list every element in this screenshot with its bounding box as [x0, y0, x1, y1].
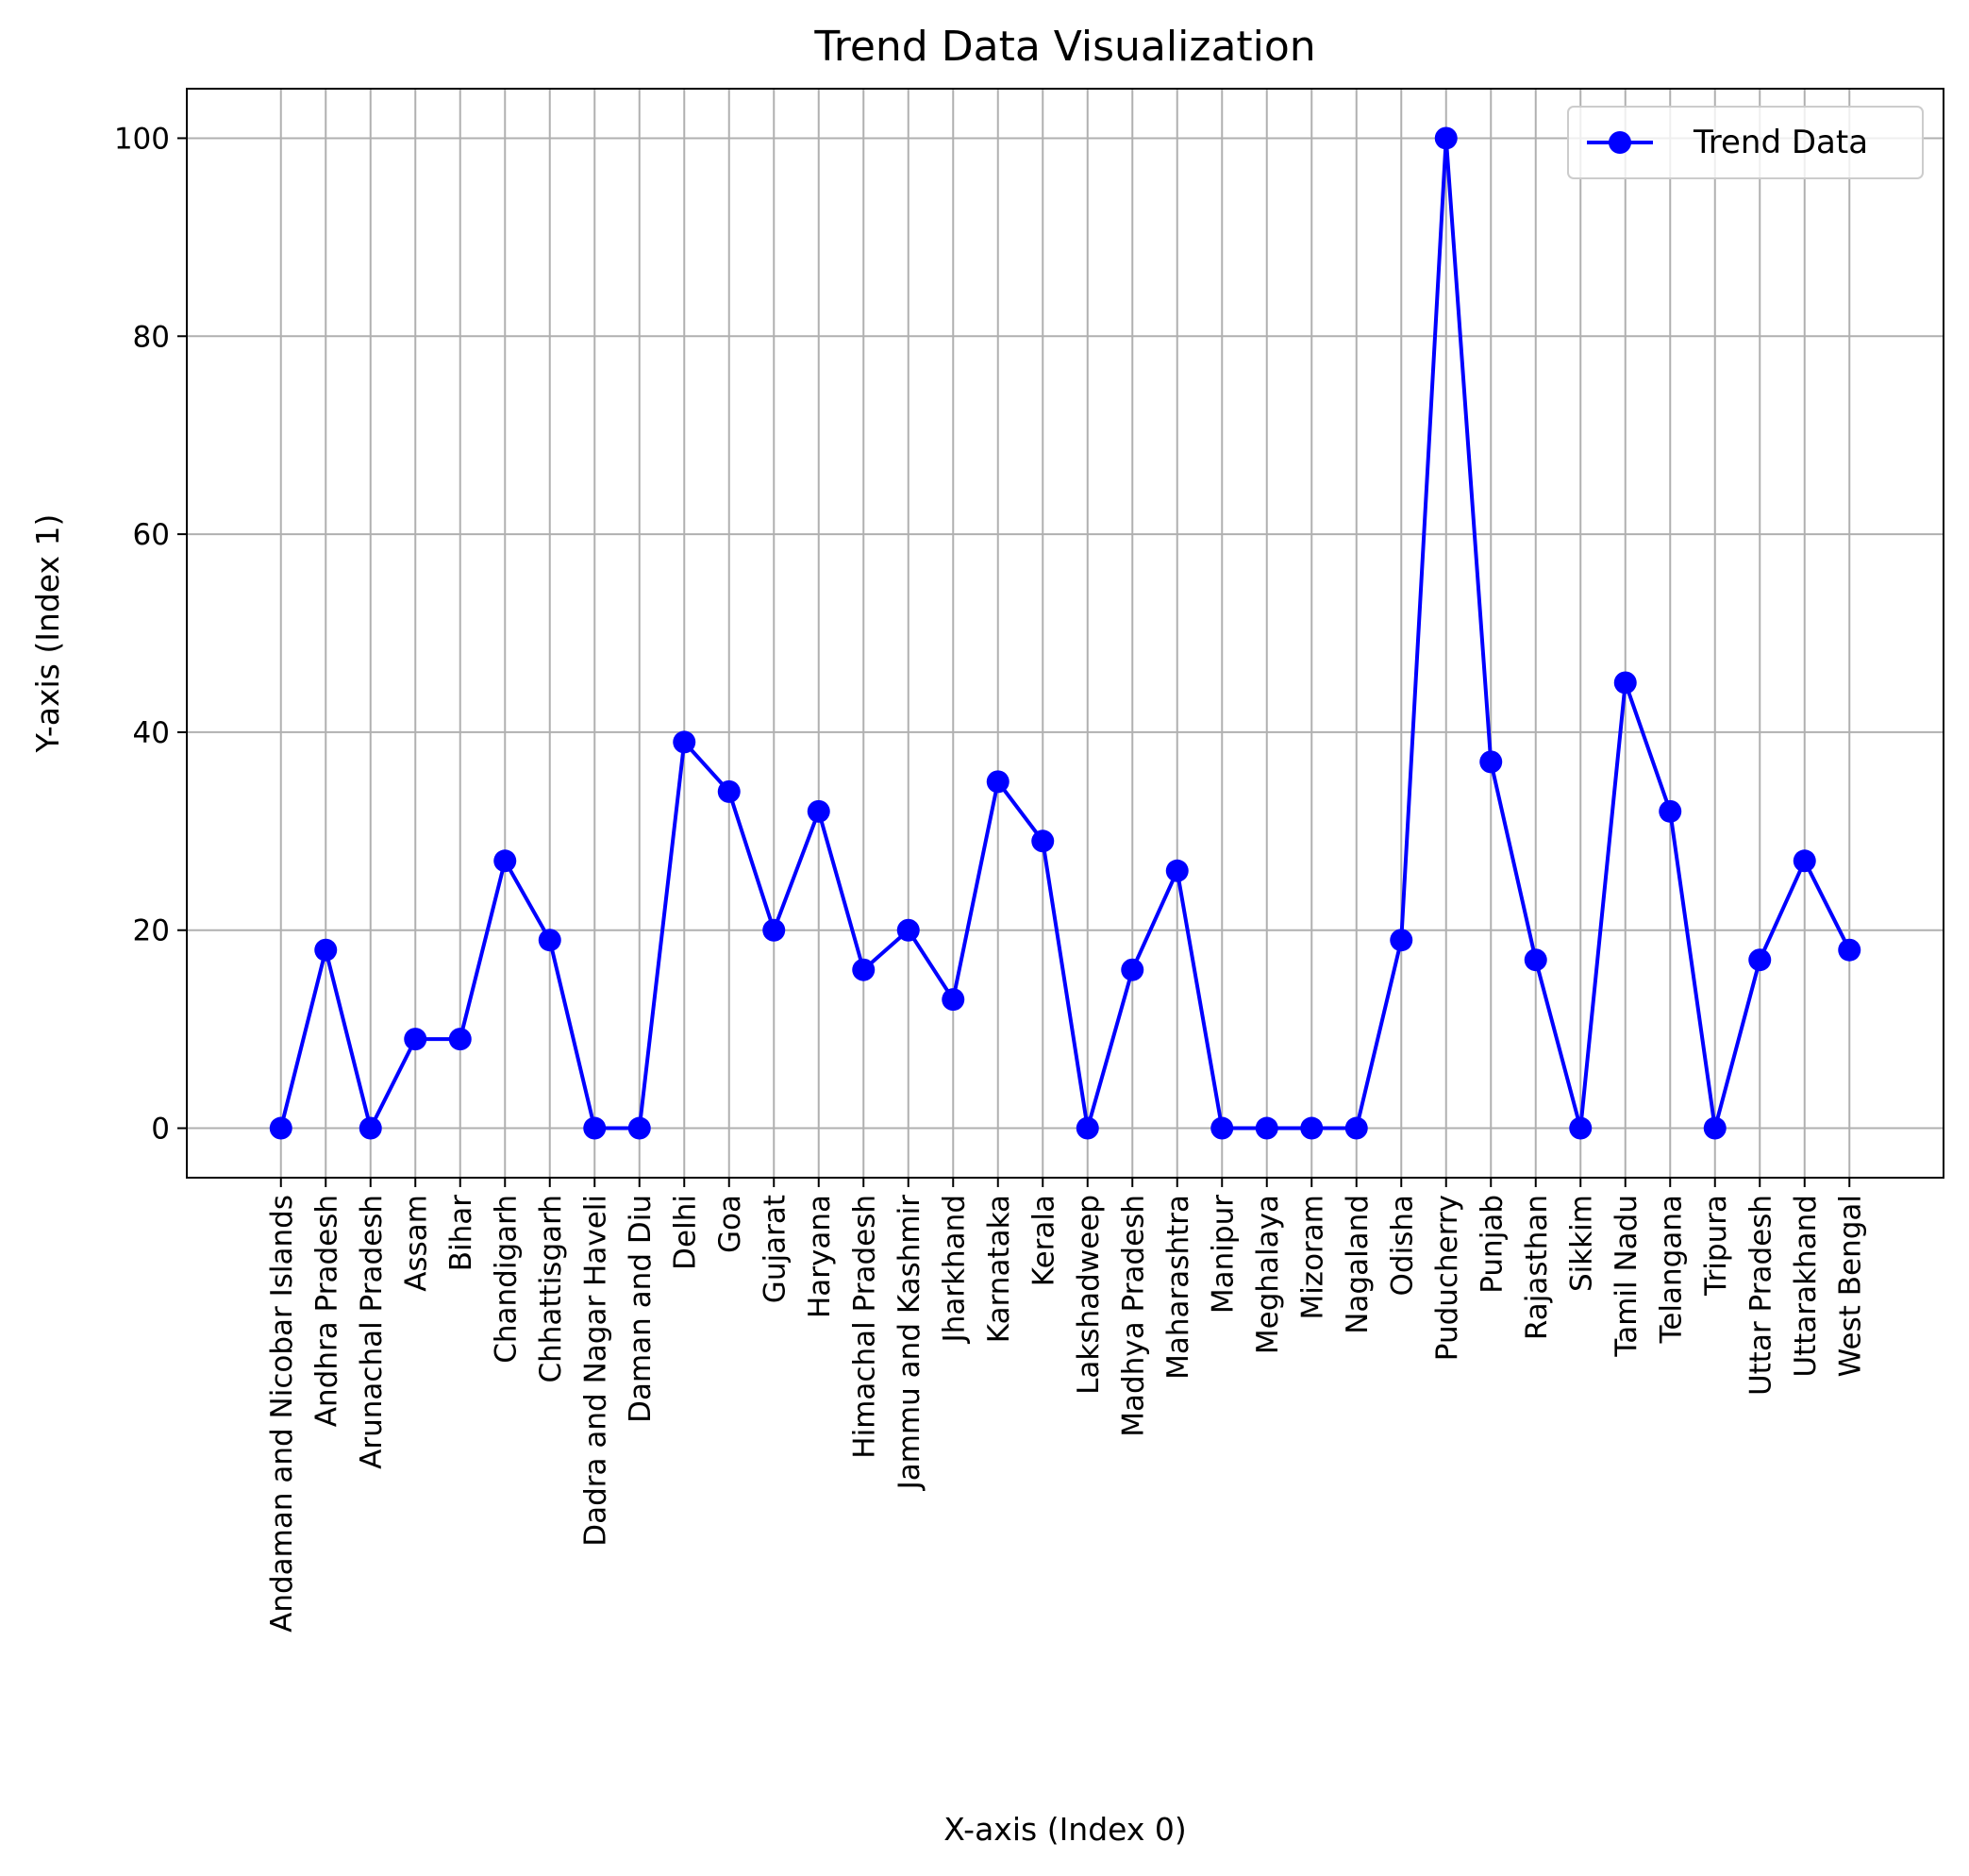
data-point-assam	[404, 1028, 427, 1051]
data-point-manipur	[1210, 1116, 1234, 1140]
data-point-mizoram	[1300, 1116, 1324, 1140]
x-tick-label-odisha: Odisha	[1385, 1195, 1419, 1297]
x-tick-label-punjab: Punjab	[1475, 1195, 1509, 1294]
x-tick-label-uttarakhand: Uttarakhand	[1789, 1195, 1823, 1378]
data-point-madhya-pradesh	[1121, 958, 1144, 981]
y-tick-label-100: 100	[114, 122, 170, 156]
data-point-uttarakhand	[1793, 849, 1816, 873]
data-point-delhi	[673, 730, 696, 754]
x-tick-label-uttar-pradesh: Uttar Pradesh	[1744, 1195, 1777, 1396]
x-axis-label: X-axis (Index 0)	[943, 1811, 1187, 1848]
data-point-meghalaya	[1255, 1116, 1278, 1140]
x-axis-ticks: Andaman and Nicobar Islands Andhra Prades…	[265, 1178, 1867, 1633]
data-point-odisha	[1390, 929, 1413, 952]
x-tick-label-assam: Assam	[399, 1195, 433, 1292]
data-point-daman-and-diu	[627, 1116, 651, 1140]
x-tick-label-kerala: Kerala	[1026, 1195, 1060, 1286]
data-point-himachal-pradesh	[852, 958, 876, 981]
y-axis-ticks: 0 20 40 60 80 100	[114, 122, 187, 1147]
x-tick-label-goa: Goa	[713, 1195, 747, 1253]
data-point-telangana	[1659, 799, 1682, 823]
x-tick-label-lakshadweep: Lakshadweep	[1072, 1195, 1106, 1395]
x-tick-label-puducherry: Puducherry	[1430, 1195, 1464, 1361]
data-point-andhra-pradesh	[314, 938, 338, 962]
data-point-kerala	[1031, 829, 1055, 853]
data-point-west-bengal	[1838, 938, 1861, 962]
data-point-chhattisgarh	[538, 929, 561, 952]
data-point-goa	[717, 779, 741, 803]
data-point-punjab	[1479, 750, 1503, 774]
x-tick-label-manipur: Manipur	[1206, 1195, 1240, 1314]
series-line-trend-data	[278, 136, 1852, 1131]
series-lines	[278, 136, 1852, 1131]
plot-area-frame	[186, 88, 1944, 1179]
x-tick-label-chhattisgarh: Chhattisgarh	[534, 1195, 568, 1383]
x-tick-label-haryana: Haryana	[803, 1195, 837, 1318]
data-point-maharashtra	[1165, 859, 1189, 882]
data-point-jammu-and-kashmir	[896, 918, 920, 942]
x-tick-label-maharashtra: Maharashtra	[1161, 1195, 1195, 1380]
x-tick-label-daman-and-diu: Daman and Diu	[624, 1195, 658, 1423]
x-tick-label-karnataka: Karnataka	[982, 1195, 1016, 1343]
x-tick-label-tamil-nadu: Tamil Nadu	[1610, 1195, 1644, 1358]
data-point-sikkim	[1569, 1116, 1593, 1140]
data-point-haryana	[807, 799, 830, 823]
series-markers	[269, 126, 1861, 1140]
y-tick-label-40: 40	[133, 716, 170, 750]
chart-title: Trend Data Visualization	[813, 23, 1315, 71]
data-point-chandigarh	[493, 849, 517, 873]
y-tick-label-0: 0	[151, 1113, 170, 1147]
y-tick-label-60: 60	[133, 518, 170, 552]
x-tick-label-chandigarh: Chandigarh	[489, 1195, 523, 1364]
x-tick-label-jammu-and-kashmir: Jammu and Kashmir	[893, 1195, 926, 1492]
data-point-gujarat	[762, 918, 786, 942]
x-tick-label-dadra-and-nagar-haveli: Dadra and Nagar Haveli	[578, 1195, 612, 1547]
x-tick-label-mizoram: Mizoram	[1295, 1195, 1329, 1320]
data-point-arunachal-pradesh	[359, 1116, 382, 1140]
legend: Trend Data	[1567, 106, 1924, 179]
data-point-andaman-and-nicobar-islands	[269, 1116, 292, 1140]
x-tick-label-arunachal-pradesh: Arunachal Pradesh	[355, 1195, 389, 1469]
data-point-tamil-nadu	[1613, 671, 1637, 695]
y-axis-label: Y-axis (Index 1)	[29, 514, 66, 754]
data-point-karnataka	[986, 770, 1010, 794]
x-tick-label-madhya-pradesh: Madhya Pradesh	[1116, 1195, 1150, 1437]
data-point-dadra-and-nagar-haveli	[583, 1116, 607, 1140]
data-point-jharkhand	[942, 988, 965, 1012]
x-tick-label-meghalaya: Meghalaya	[1251, 1195, 1285, 1354]
x-tick-label-himachal-pradesh: Himachal Pradesh	[847, 1195, 881, 1459]
x-tick-label-rajasthan: Rajasthan	[1520, 1195, 1554, 1340]
legend-frame	[1567, 106, 1924, 179]
x-tick-label-delhi: Delhi	[668, 1195, 702, 1270]
x-tick-label-andhra-pradesh: Andhra Pradesh	[309, 1195, 343, 1427]
x-tick-label-bihar: Bihar	[444, 1195, 478, 1272]
x-tick-label-andaman-and-nicobar-islands: Andaman and Nicobar Islands	[265, 1195, 299, 1633]
legend-marker-sample	[1609, 131, 1631, 154]
x-tick-label-tripura: Tripura	[1699, 1195, 1733, 1297]
data-point-bihar	[448, 1028, 472, 1051]
y-tick-label-20: 20	[133, 914, 170, 948]
data-point-tripura	[1703, 1116, 1727, 1140]
data-point-puducherry	[1434, 126, 1458, 150]
x-tick-label-west-bengal: West Bengal	[1833, 1195, 1867, 1377]
legend-label-trend-data: Trend Data	[1693, 124, 1868, 161]
data-point-uttar-pradesh	[1748, 948, 1772, 972]
x-tick-label-jharkhand: Jharkhand	[937, 1195, 971, 1344]
x-tick-label-sikkim: Sikkim	[1564, 1195, 1598, 1292]
y-tick-label-80: 80	[133, 320, 170, 354]
data-point-lakshadweep	[1076, 1116, 1099, 1140]
x-tick-label-nagaland: Nagaland	[1341, 1195, 1375, 1334]
x-tick-label-gujarat: Gujarat	[758, 1195, 792, 1303]
data-point-rajasthan	[1524, 948, 1547, 972]
x-tick-label-telangana: Telangana	[1654, 1195, 1688, 1344]
data-point-nagaland	[1344, 1116, 1368, 1140]
